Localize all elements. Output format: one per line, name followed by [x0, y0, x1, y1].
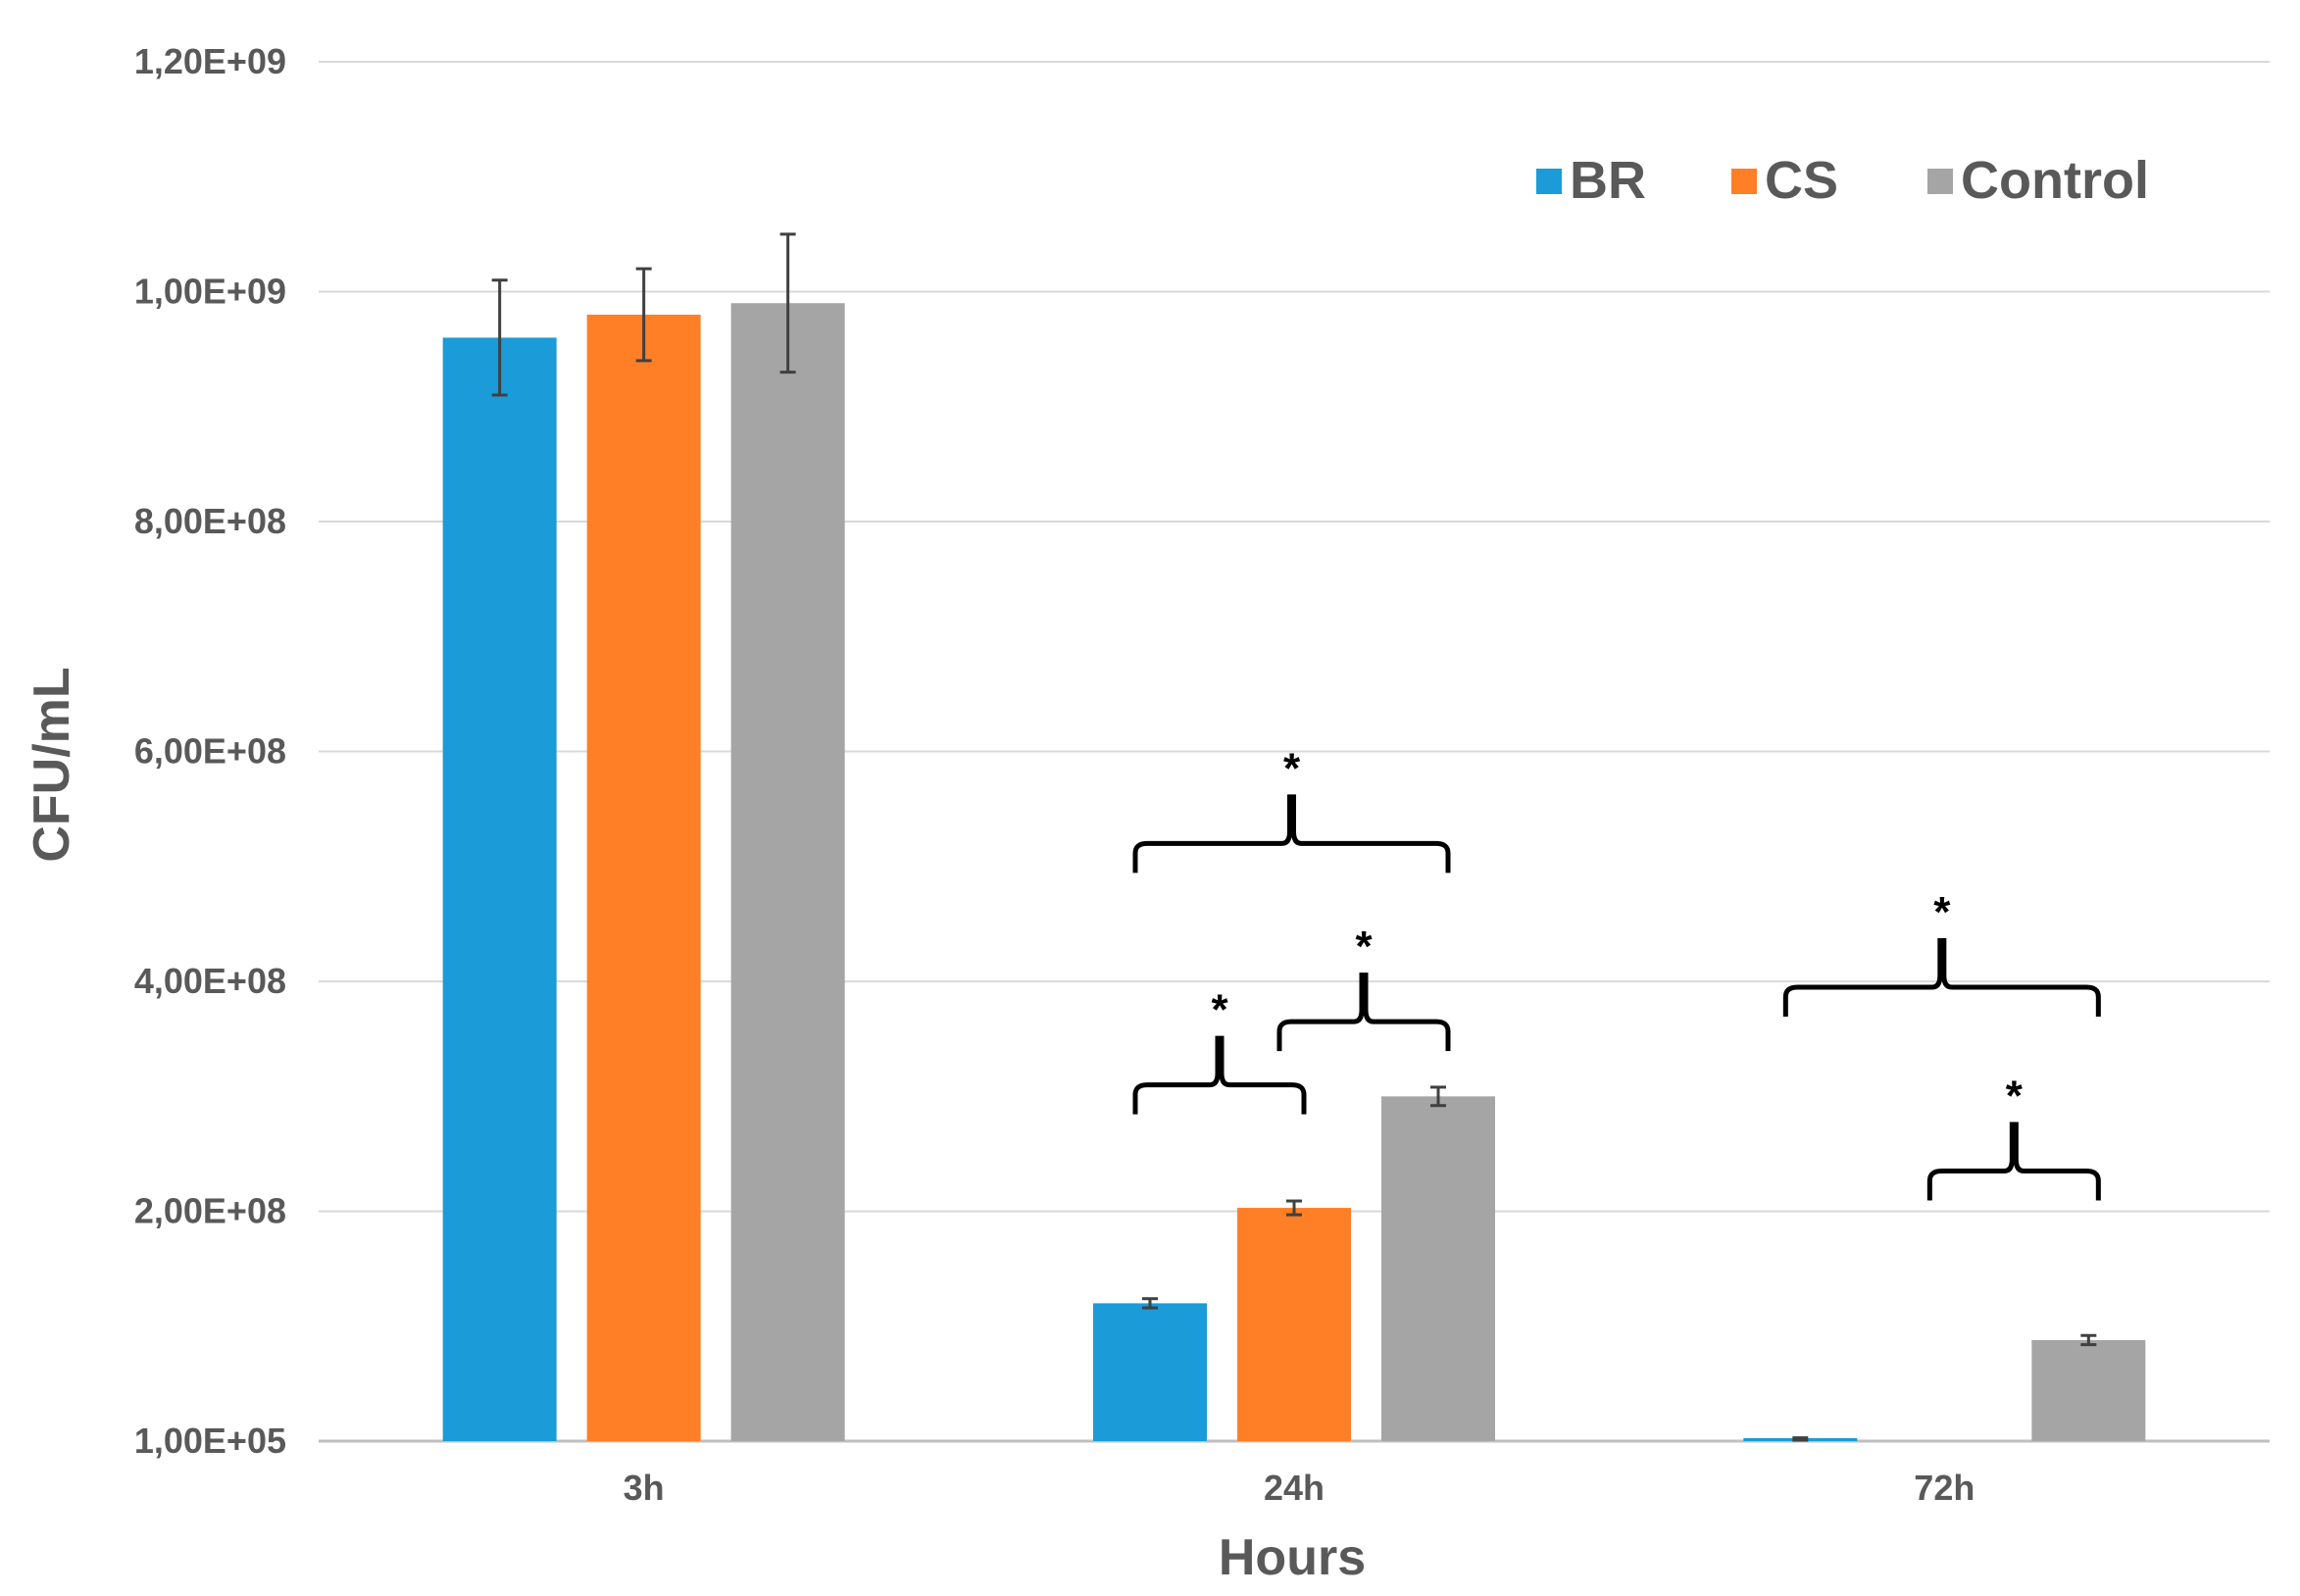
- significance-star: *: [1355, 923, 1373, 971]
- bar-control-24h: [1381, 1096, 1495, 1441]
- bars: [442, 303, 2146, 1442]
- legend-swatch-control: [1927, 169, 1953, 194]
- significance-bracket: [1132, 1035, 1307, 1115]
- significance-bracket: [1276, 973, 1451, 1052]
- legend-label-control: Control: [1961, 151, 2149, 210]
- y-tick-label: 6,00E+08: [134, 731, 286, 772]
- error-bar: [1430, 1085, 1446, 1108]
- bar-br-24h: [1093, 1303, 1207, 1441]
- bar-br-3h: [442, 337, 557, 1441]
- legend-swatch-br: [1536, 169, 1562, 194]
- bar-control-3h: [730, 303, 845, 1442]
- y-tick-label: 1,00E+05: [134, 1421, 286, 1461]
- error-bar: [491, 278, 508, 397]
- legend: BR CS Control: [1536, 151, 2149, 210]
- y-axis-title: CFU/mL: [24, 667, 80, 862]
- significance-bracket: [1132, 794, 1451, 873]
- error-bar: [1142, 1297, 1158, 1310]
- bar-cs-24h: [1237, 1208, 1351, 1441]
- bar-cs-3h: [586, 314, 701, 1442]
- y-tick-label: 1,00E+09: [134, 272, 286, 312]
- x-tick-label: 3h: [624, 1468, 665, 1508]
- error-bar: [1286, 1199, 1302, 1217]
- significance-star: *: [1933, 888, 1951, 936]
- legend-swatch-cs: [1731, 169, 1757, 194]
- y-tick-label: 4,00E+08: [134, 961, 286, 1001]
- y-tick-label: 1,20E+09: [134, 41, 286, 81]
- significance-bracket: [1782, 937, 2101, 1017]
- error-bars: [491, 232, 2097, 1442]
- error-bar: [635, 267, 652, 363]
- significance-star: *: [2006, 1072, 2024, 1121]
- error-bar: [2080, 1333, 2097, 1347]
- x-axis-title: Hours: [1219, 1529, 1366, 1586]
- significance-star: *: [1211, 986, 1228, 1034]
- error-bar: [1792, 1436, 1809, 1442]
- significance-brackets: * * * * *: [1132, 744, 2101, 1201]
- y-tick-label: 2,00E+08: [134, 1191, 286, 1231]
- x-tick-label: 72h: [1914, 1468, 1975, 1508]
- error-bar: [779, 232, 796, 374]
- legend-label-br: BR: [1570, 151, 1646, 210]
- y-axis-ticks: 1,00E+05 2,00E+08 4,00E+08 6,00E+08 8,00E+08…: [134, 41, 286, 1461]
- significance-bracket: [1926, 1122, 2101, 1201]
- x-tick-label: 24h: [1264, 1468, 1325, 1508]
- bar-control-72h: [2031, 1339, 2146, 1441]
- y-tick-label: 8,00E+08: [134, 501, 286, 541]
- legend-label-cs: CS: [1765, 151, 1838, 210]
- significance-star: *: [1283, 744, 1301, 792]
- x-axis-ticks: 3h 24h 72h: [624, 1468, 1975, 1508]
